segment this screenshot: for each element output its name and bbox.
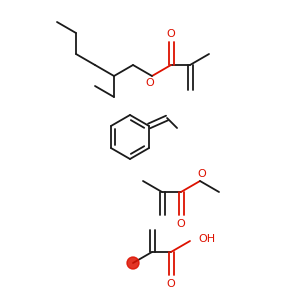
Text: O: O bbox=[146, 78, 154, 88]
Text: O: O bbox=[177, 219, 185, 229]
Circle shape bbox=[127, 257, 139, 269]
Text: OH: OH bbox=[198, 234, 215, 244]
Text: O: O bbox=[167, 29, 176, 39]
Text: O: O bbox=[198, 169, 206, 179]
Text: O: O bbox=[167, 279, 176, 289]
